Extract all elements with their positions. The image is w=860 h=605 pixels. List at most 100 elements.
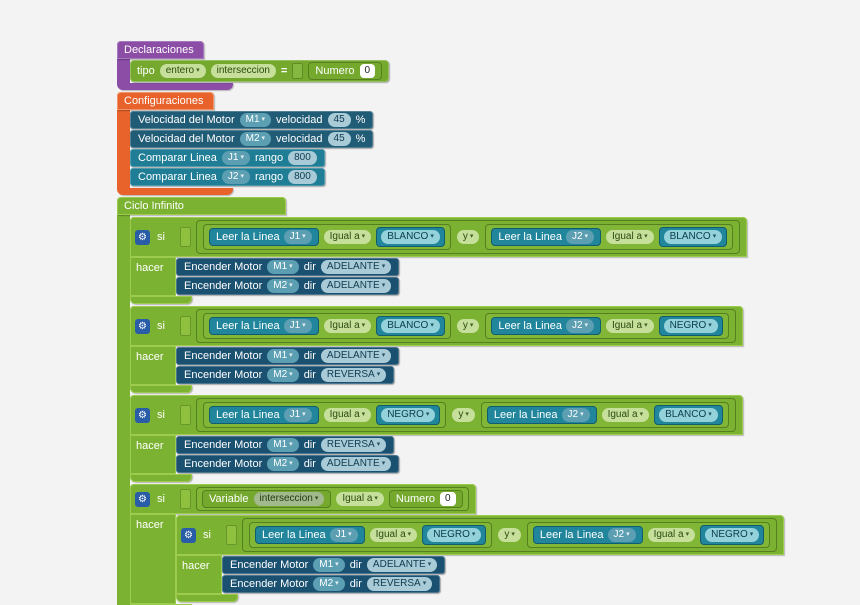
color-value-block[interactable]: NEGRO ▾ bbox=[422, 525, 487, 545]
line-dropdown[interactable]: J1 ▾ bbox=[283, 230, 312, 244]
motor-on-block[interactable]: Encender Motor M2 ▾ dir REVERSA ▾ bbox=[222, 575, 441, 593]
if-block-1[interactable]: ⚙ si Leer la Linea J1 ▾ Igual a ▾ bbox=[130, 217, 748, 304]
read-line-block[interactable]: Leer la Linea J1 ▾ bbox=[208, 406, 319, 424]
variable-name-field[interactable]: interseccion bbox=[210, 64, 276, 78]
if-block-4[interactable]: ⚙ si Variable interseccion ▾ Igual a ▾ Num… bbox=[130, 484, 785, 605]
read-line-block[interactable]: Leer la Linea J1 ▾ bbox=[254, 526, 365, 544]
if-block-3[interactable]: ⚙ si Leer la Linea J1 ▾ Igual a ▾ bbox=[130, 395, 743, 482]
mutator-gear-icon[interactable]: ⚙ bbox=[135, 491, 150, 507]
if-block-2[interactable]: ⚙ si Leer la Linea J1 ▾ Igual a ▾ bbox=[130, 306, 743, 393]
direction-dropdown[interactable]: ADELANTE ▾ bbox=[320, 260, 392, 274]
color-value-block[interactable]: NEGRO ▾ bbox=[658, 316, 723, 336]
mutator-gear-icon[interactable]: ⚙ bbox=[181, 527, 196, 543]
compare-block[interactable]: Leer la Linea J1 ▾ Igual a ▾ BLANCO ▾ bbox=[202, 224, 451, 250]
motor-on-block[interactable]: Encender Motor M1 ▾ dir ADELANTE ▾ bbox=[176, 258, 400, 276]
motor-on-block[interactable]: Encender Motor M1 ▾ dir ADELANTE ▾ bbox=[222, 556, 446, 574]
color-dropdown[interactable]: NEGRO ▾ bbox=[427, 528, 482, 542]
color-value-block[interactable]: BLANCO ▾ bbox=[376, 227, 445, 247]
color-value-block[interactable]: BLANCO ▾ bbox=[658, 227, 728, 247]
and-dropdown[interactable]: y ▾ bbox=[456, 230, 480, 244]
line-dropdown[interactable]: J1 ▾ bbox=[329, 528, 358, 542]
nested-if-block[interactable]: ⚙ si Leer la Linea J1 ▾ bbox=[176, 515, 785, 602]
color-value-block[interactable]: BLANCO ▾ bbox=[376, 316, 445, 336]
compare-block[interactable]: Leer la Linea J2 ▾ Igual a ▾ BLANCO ▾ bbox=[485, 224, 734, 250]
motor-speed-block[interactable]: Velocidad del Motor M1 ▾ velocidad 45 % bbox=[130, 111, 374, 129]
compare-block[interactable]: Leer la Linea J1 ▾ Igual a ▾ NEGRO ▾ bbox=[248, 522, 493, 548]
line-dropdown[interactable]: J2 ▾ bbox=[561, 408, 590, 422]
color-dropdown[interactable]: BLANCO ▾ bbox=[381, 319, 440, 333]
number-field[interactable]: 0 bbox=[359, 64, 376, 78]
color-dropdown[interactable]: NEGRO ▾ bbox=[705, 528, 760, 542]
line-dropdown[interactable]: J1 ▾ bbox=[283, 408, 312, 422]
read-line-block[interactable]: Leer la Linea J2 ▾ bbox=[486, 406, 597, 424]
motor-dropdown[interactable]: M1 ▾ bbox=[239, 113, 272, 127]
operator-dropdown[interactable]: Igual a ▾ bbox=[369, 528, 418, 542]
line-dropdown[interactable]: J2 ▾ bbox=[565, 319, 595, 333]
motor-dropdown[interactable]: M2 ▾ bbox=[313, 577, 345, 591]
and-dropdown[interactable]: y ▾ bbox=[498, 528, 521, 542]
compare-block[interactable]: Leer la Linea J1 ▾ Igual a ▾ BLANCO ▾ bbox=[202, 313, 451, 339]
infinite-loop-header[interactable]: Ciclo Infinito bbox=[117, 197, 286, 215]
color-value-block[interactable]: NEGRO ▾ bbox=[700, 525, 765, 545]
operator-dropdown[interactable]: Igual a ▾ bbox=[323, 408, 372, 422]
logic-and-block[interactable]: Leer la Linea J1 ▾ Igual a ▾ NEGRO ▾ bbox=[241, 518, 778, 552]
motor-dropdown[interactable]: M2 ▾ bbox=[239, 132, 272, 146]
compare-line-block[interactable]: Comparar Linea J2 ▾ rango 800 bbox=[130, 168, 325, 186]
operator-dropdown[interactable]: Igual a ▾ bbox=[601, 408, 650, 422]
operator-dropdown[interactable]: Igual a ▾ bbox=[323, 230, 372, 244]
variable-dropdown[interactable]: interseccion ▾ bbox=[253, 492, 325, 506]
direction-dropdown[interactable]: REVERSA ▾ bbox=[366, 577, 433, 591]
mutator-gear-icon[interactable]: ⚙ bbox=[135, 318, 150, 334]
and-dropdown[interactable]: y ▾ bbox=[456, 319, 480, 333]
direction-dropdown[interactable]: ADELANTE ▾ bbox=[366, 558, 438, 572]
line-dropdown[interactable]: J2 ▾ bbox=[607, 528, 636, 542]
configurations-header[interactable]: Configuraciones bbox=[117, 92, 214, 110]
color-value-block[interactable]: BLANCO ▾ bbox=[654, 405, 723, 425]
read-line-block[interactable]: Leer la Linea J2 ▾ bbox=[491, 317, 602, 335]
motor-on-block[interactable]: Encender Motor M1 ▾ dir REVERSA ▾ bbox=[176, 436, 395, 454]
operator-dropdown[interactable]: Igual a ▾ bbox=[606, 230, 654, 244]
compare-block[interactable]: Leer la Linea J2 ▾ Igual a ▾ NEGRO ▾ bbox=[485, 313, 729, 339]
logic-and-block[interactable]: Leer la Linea J1 ▾ Igual a ▾ NEGRO ▾ y ▾ bbox=[195, 398, 736, 432]
direction-dropdown[interactable]: REVERSA ▾ bbox=[320, 368, 387, 382]
declarations-block[interactable]: Declaraciones tipo entero ▾ interseccion … bbox=[117, 40, 390, 90]
motor-on-block[interactable]: Encender Motor M2 ▾ dir ADELANTE ▾ bbox=[176, 277, 400, 295]
logic-and-block[interactable]: Leer la Linea J1 ▾ Igual a ▾ BLANCO ▾ y ▾ bbox=[195, 220, 741, 254]
speed-value-field[interactable]: 45 bbox=[327, 132, 351, 146]
type-declaration-block[interactable]: tipo entero ▾ interseccion = Numero 0 bbox=[130, 60, 390, 82]
configurations-block[interactable]: Configuraciones Velocidad del Motor M1 ▾ … bbox=[117, 91, 374, 195]
operator-dropdown[interactable]: Igual a ▾ bbox=[606, 319, 654, 333]
logic-and-block[interactable]: Leer la Linea J1 ▾ Igual a ▾ BLANCO ▾ y ▾ bbox=[195, 309, 736, 343]
read-line-block[interactable]: Leer la Linea J1 ▾ bbox=[208, 228, 319, 246]
infinite-loop-block[interactable]: Ciclo Infinito ⚙ si Leer la Linea J1 ▾ bbox=[117, 196, 785, 605]
motor-dropdown[interactable]: M1 ▾ bbox=[267, 349, 299, 363]
range-value-field[interactable]: 800 bbox=[288, 170, 317, 184]
compare-block[interactable]: Leer la Linea J2 ▾ Igual a ▾ BLANCO ▾ bbox=[480, 402, 729, 428]
motor-dropdown[interactable]: M1 ▾ bbox=[267, 260, 299, 274]
color-dropdown[interactable]: BLANCO ▾ bbox=[659, 408, 718, 422]
motor-dropdown[interactable]: M2 ▾ bbox=[267, 279, 299, 293]
line-dropdown[interactable]: J2 ▾ bbox=[221, 170, 250, 184]
motor-dropdown[interactable]: M2 ▾ bbox=[267, 368, 299, 382]
operator-dropdown[interactable]: Igual a ▾ bbox=[647, 528, 696, 542]
number-block[interactable]: Numero 0 bbox=[308, 62, 383, 80]
compare-line-block[interactable]: Comparar Linea J1 ▾ rango 800 bbox=[130, 149, 325, 167]
direction-dropdown[interactable]: ADELANTE ▾ bbox=[320, 457, 392, 471]
color-dropdown[interactable]: BLANCO ▾ bbox=[381, 230, 440, 244]
motor-dropdown[interactable]: M2 ▾ bbox=[267, 457, 299, 471]
mutator-gear-icon[interactable]: ⚙ bbox=[135, 229, 150, 245]
read-line-block[interactable]: Leer la Linea J2 ▾ bbox=[532, 526, 643, 544]
compare-block[interactable]: Leer la Linea J2 ▾ Igual a ▾ NEGRO ▾ bbox=[526, 522, 771, 548]
compare-block[interactable]: Variable interseccion ▾ Igual a ▾ Numero 0 bbox=[195, 487, 469, 511]
and-dropdown[interactable]: y ▾ bbox=[452, 408, 475, 422]
number-field[interactable]: 0 bbox=[440, 492, 456, 506]
line-dropdown[interactable]: J1 ▾ bbox=[283, 319, 312, 333]
motor-on-block[interactable]: Encender Motor M2 ▾ dir ADELANTE ▾ bbox=[176, 455, 400, 473]
color-dropdown[interactable]: BLANCO ▾ bbox=[663, 230, 723, 244]
read-line-block[interactable]: Leer la Linea J2 ▾ bbox=[491, 228, 602, 246]
direction-dropdown[interactable]: ADELANTE ▾ bbox=[320, 349, 392, 363]
operator-dropdown[interactable]: Igual a ▾ bbox=[323, 319, 372, 333]
direction-dropdown[interactable]: ADELANTE ▾ bbox=[320, 279, 392, 293]
motor-speed-block[interactable]: Velocidad del Motor M2 ▾ velocidad 45 % bbox=[130, 130, 374, 148]
